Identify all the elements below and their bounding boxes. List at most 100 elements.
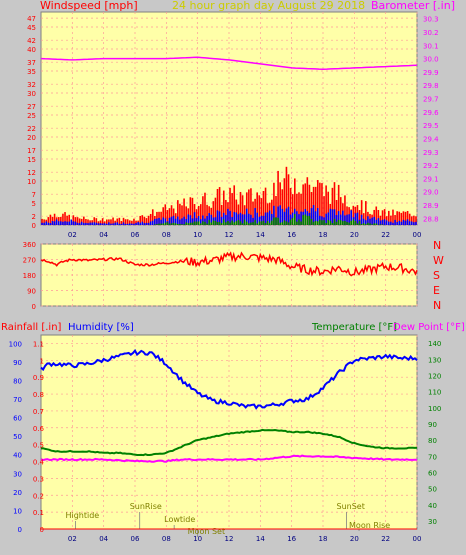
wind-y-tick: 32 <box>27 81 36 89</box>
rainfall-y-tick: 1 <box>40 357 44 365</box>
rainfall-label: Rainfall [.in] <box>1 322 62 333</box>
wind-y-tick: 12 <box>27 169 36 177</box>
humidity-y-tick: 40 <box>13 452 22 460</box>
climate-x-tick: 14 <box>256 535 265 543</box>
rainfall-y-tick: 0.3 <box>33 475 44 483</box>
wind-y-tick: 45 <box>27 24 36 32</box>
event-label: SunSet <box>337 502 365 511</box>
climate-x-tick: 20 <box>350 535 359 543</box>
wind-x-tick: 08 <box>162 231 171 239</box>
wind-y-tick: 37 <box>27 59 36 67</box>
climate-x-tick: 08 <box>162 535 171 543</box>
dewpoint-line <box>40 454 418 463</box>
barometer-y-tick: 29.1 <box>423 175 439 183</box>
humidity-y-tick: 60 <box>13 415 22 423</box>
wind-y-tick: 30 <box>27 90 36 98</box>
barometer-y-ticks: 28.8 28.9 29.0 29.1 29.2 29.3 29.4 29.5 29.6 29.7… <box>423 16 439 224</box>
temperature-y-tick: 90 <box>428 421 437 429</box>
climate-x-tick: 06 <box>131 535 140 543</box>
temperature-y-tick: 100 <box>428 405 441 413</box>
rainfall-y-tick: 0.1 <box>33 509 44 517</box>
temperature-y-tick: 130 <box>428 356 441 364</box>
barometer-y-tick: 30.0 <box>423 56 439 64</box>
temperature-y-tick: 70 <box>428 453 437 461</box>
climate-x-tick: 12 <box>225 535 234 543</box>
temperature-y-ticks: 30 40 50 60 70 80 90 100 110 120 130 140 <box>428 340 441 526</box>
compass-labels: N W S E N <box>433 239 444 312</box>
compass-e: E <box>433 284 440 297</box>
event-label: Moon Rise <box>349 521 390 530</box>
temperature-y-tick: 30 <box>428 518 437 526</box>
humidity-y-tick: 10 <box>13 507 22 515</box>
humidity-line <box>40 348 418 410</box>
wind-x-tick: 14 <box>256 231 265 239</box>
barometer-y-tick: 29.5 <box>423 122 439 130</box>
wind-x-tick: 20 <box>350 231 359 239</box>
temperature-y-tick: 80 <box>428 437 437 445</box>
humidity-y-tick: 30 <box>13 470 22 478</box>
barometer-y-tick: 30.2 <box>423 29 439 37</box>
wind-x-tick: 02 <box>68 231 77 239</box>
humidity-y-ticks: 0 10 20 30 40 50 60 70 80 90 100 <box>9 340 22 534</box>
direction-y-tick: 180 <box>23 272 36 280</box>
wind-x-tick: 00 <box>413 231 422 239</box>
climate-x-tick: 16 <box>287 535 296 543</box>
barometer-y-tick: 29.2 <box>423 162 439 170</box>
date-title: 24 hour graph day August 29 2018 <box>172 0 365 12</box>
wind-y-tick: 40 <box>27 46 36 54</box>
temperature-y-tick: 120 <box>428 372 441 380</box>
wind-y-tick: 0 <box>32 222 36 230</box>
wind-y-tick: 2 <box>32 213 36 221</box>
wind-y-tick: 22 <box>27 125 36 133</box>
compass-n-top: N <box>433 239 441 252</box>
climate-x-tick: 18 <box>319 535 328 543</box>
wind-y-tick: 27 <box>27 103 36 111</box>
wind-x-tick: 10 <box>193 231 202 239</box>
humidity-y-tick: 70 <box>13 396 22 404</box>
direction-y-tick: 270 <box>23 257 36 265</box>
wind-y-tick: 10 <box>27 178 36 186</box>
event-label: SunRise <box>130 502 162 511</box>
wind-y-tick: 17 <box>27 147 36 155</box>
wind-x-tick: 04 <box>99 231 108 239</box>
rainfall-y-tick: 0.8 <box>33 391 44 399</box>
rainfall-y-tick: 0.5 <box>33 442 44 450</box>
wind-y-tick: 7 <box>32 191 36 199</box>
direction-y-tick: 90 <box>27 288 36 296</box>
climate-x-tick: 10 <box>193 535 202 543</box>
direction-y-ticks: 0 90 180 270 360 <box>23 241 36 311</box>
temperature-y-tick: 40 <box>428 502 437 510</box>
climate-x-ticks: 02 04 06 08 10 12 14 16 18 20 22 00 <box>68 535 422 543</box>
temperature-y-tick: 110 <box>428 389 441 397</box>
barometer-y-tick: 29.0 <box>423 189 439 197</box>
compass-n-bottom: N <box>433 299 441 312</box>
rainfall-y-tick: 0.7 <box>33 408 44 416</box>
compass-w: W <box>433 254 444 267</box>
wind-x-tick: 18 <box>319 231 328 239</box>
wind-x-tick: 06 <box>131 231 140 239</box>
temperature-line <box>40 428 418 457</box>
climate-grid <box>41 335 418 530</box>
barometer-y-tick: 30.3 <box>423 16 439 24</box>
barometer-y-tick: 28.9 <box>423 202 439 210</box>
windspeed-label: Windspeed [mph] <box>40 0 138 12</box>
temperature-label: Temperature [°F] <box>311 322 397 333</box>
humidity-label: Humidity [%] <box>68 322 134 333</box>
dewpoint-label: Dew Point [°F] <box>393 322 465 333</box>
event-label: Lowtide <box>164 515 195 524</box>
barometer-y-tick: 29.4 <box>423 135 439 143</box>
wind-x-tick: 16 <box>287 231 296 239</box>
direction-y-tick: 0 <box>32 303 36 311</box>
direction-grid <box>41 243 418 307</box>
wind-direction-line <box>40 251 418 277</box>
rainfall-y-tick: 0.2 <box>33 492 44 500</box>
humidity-y-tick: 50 <box>13 433 22 441</box>
wind-x-tick: 12 <box>225 231 234 239</box>
barometer-y-tick: 29.3 <box>423 149 439 157</box>
direction-y-tick: 360 <box>23 241 36 249</box>
humidity-y-tick: 80 <box>13 377 22 385</box>
rainfall-y-ticks: 0 0.1 0.2 0.3 0.4 0.5 0.6 0.7 0.8 0.9 1 1.1 <box>33 340 45 534</box>
temperature-y-tick: 60 <box>428 469 437 477</box>
rainfall-y-tick: 0.9 <box>33 374 44 382</box>
